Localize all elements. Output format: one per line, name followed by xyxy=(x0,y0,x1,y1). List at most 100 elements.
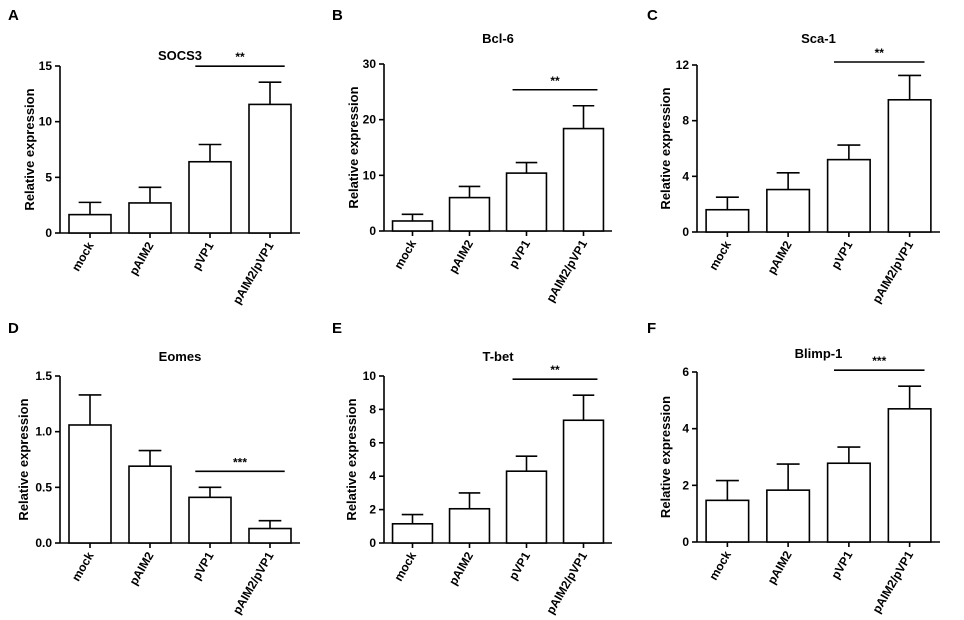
x-tick-label: pAIM2 xyxy=(126,549,156,587)
x-tick-label: pAIM2/pVP1 xyxy=(230,239,277,306)
x-tick-label: pAIM2/pVP1 xyxy=(543,237,590,304)
chart-panel-f: F Blimp-1 Relative expression 0 2 4 6 mock pAIM2… xyxy=(647,320,940,616)
x-tick-label: pVP1 xyxy=(506,549,533,582)
bar xyxy=(68,424,112,544)
chart-title: SOCS3 xyxy=(158,48,202,63)
y-tick-label: 8 xyxy=(682,114,689,128)
x-tick-label: pVP1 xyxy=(828,238,855,271)
significance-label: ** xyxy=(875,46,885,60)
y-tick-label: 4 xyxy=(369,469,376,483)
x-tick-label: pAIM2/pVP1 xyxy=(543,549,590,616)
y-tick-label: 10 xyxy=(363,369,377,383)
y-tick-label: 0 xyxy=(369,536,376,550)
bar xyxy=(391,220,434,232)
x-tick-label: pAIM2 xyxy=(126,239,156,277)
bar xyxy=(188,160,232,234)
bar xyxy=(766,188,811,233)
y-tick-label: 2 xyxy=(682,478,689,492)
x-tick-label: mock xyxy=(706,238,734,272)
y-tick-label: 6 xyxy=(682,365,689,379)
y-tick-label: 30 xyxy=(363,57,377,71)
bar xyxy=(128,202,172,234)
x-tick-label: pVP1 xyxy=(828,548,855,581)
x-tick-label: pAIM2 xyxy=(446,549,476,587)
significance-label: ** xyxy=(550,363,560,377)
chart-panel-a: A SOCS3 Relative expression 0 5 10 15 mock pAIM2… xyxy=(8,7,300,307)
bar xyxy=(562,419,605,544)
bar xyxy=(448,507,491,544)
bar xyxy=(887,408,932,543)
x-tick-label: pVP1 xyxy=(189,239,216,272)
chart-panel-c: C Sca-1 Relative expression 0 4 8 12 mock pAIM2 p… xyxy=(647,7,940,306)
y-tick-label: 0.5 xyxy=(35,480,52,494)
y-tick-label: 4 xyxy=(682,422,689,436)
y-tick-label: 5 xyxy=(45,170,52,184)
y-tick-label: 2 xyxy=(369,503,376,517)
bar xyxy=(705,208,750,233)
x-tick-label: mock xyxy=(69,239,97,273)
x-tick-label: pAIM2/pVP1 xyxy=(869,238,916,305)
bar xyxy=(505,172,548,232)
y-axis-label: Relative expression xyxy=(22,88,37,210)
x-tick-label: pAIM2 xyxy=(765,238,795,276)
bar xyxy=(887,98,932,233)
y-axis-label: Relative expression xyxy=(658,87,673,209)
y-tick-label: 0 xyxy=(682,225,689,239)
y-axis-label: Relative expression xyxy=(344,398,359,520)
bar xyxy=(826,158,871,233)
panel-letter: D xyxy=(8,320,19,337)
chart-title: Eomes xyxy=(159,349,202,364)
chart-title: Sca-1 xyxy=(801,31,836,46)
panel-letter: E xyxy=(332,320,342,337)
bar xyxy=(826,462,871,543)
panel-letter: B xyxy=(332,7,343,24)
panel-letter: F xyxy=(647,320,656,337)
bar xyxy=(505,470,548,544)
x-tick-label: pAIM2/pVP1 xyxy=(869,548,916,615)
x-tick-label: mock xyxy=(706,548,734,582)
y-axis-label: Relative expression xyxy=(346,86,361,208)
y-tick-label: 1.0 xyxy=(35,425,52,439)
bar xyxy=(562,127,605,232)
x-tick-label: pAIM2 xyxy=(765,548,795,586)
bar xyxy=(248,103,292,234)
x-tick-label: mock xyxy=(69,549,97,583)
x-tick-label: mock xyxy=(391,237,419,271)
y-tick-label: 10 xyxy=(39,115,53,129)
chart-panel-b: B Bcl-6 Relative expression 0 10 20 30 mock pAIM… xyxy=(332,7,612,305)
y-tick-label: 20 xyxy=(363,113,377,127)
x-tick-label: pVP1 xyxy=(189,549,216,582)
y-tick-label: 0 xyxy=(682,535,689,549)
bar xyxy=(248,527,292,544)
chart-title: T-bet xyxy=(482,349,514,364)
chart-panel-e: E T-bet Relative expression 0 2 4 6 8 10 mock pAIM… xyxy=(332,320,612,617)
x-tick-label: pVP1 xyxy=(506,237,533,270)
y-tick-label: 6 xyxy=(369,436,376,450)
x-tick-label: mock xyxy=(391,549,419,583)
chart-title: Blimp-1 xyxy=(795,346,843,361)
y-tick-label: 1.5 xyxy=(35,369,52,383)
significance-label: *** xyxy=(872,354,886,368)
bar xyxy=(68,213,112,234)
bar xyxy=(448,196,491,232)
x-tick-label: pAIM2/pVP1 xyxy=(230,549,277,616)
bar xyxy=(766,489,811,543)
y-tick-label: 12 xyxy=(676,58,690,72)
x-tick-label: pAIM2 xyxy=(446,237,476,275)
significance-label: ** xyxy=(550,74,560,88)
significance-label: *** xyxy=(233,455,247,469)
y-tick-label: 10 xyxy=(363,168,377,182)
y-tick-label: 8 xyxy=(369,402,376,416)
bar xyxy=(128,465,172,544)
y-tick-label: 4 xyxy=(682,169,689,183)
chart-panel-d: D Eomes Relative expression 0.0 0.5 1.0 1.5 moc… xyxy=(8,320,300,617)
panel-letter: A xyxy=(8,7,19,24)
chart-title: Bcl-6 xyxy=(482,31,514,46)
panel-letter: C xyxy=(647,7,658,24)
y-tick-label: 0 xyxy=(369,224,376,238)
y-tick-label: 0.0 xyxy=(35,536,52,550)
y-axis-label: Relative expression xyxy=(658,396,673,518)
bar xyxy=(705,499,750,543)
bar xyxy=(391,522,434,544)
